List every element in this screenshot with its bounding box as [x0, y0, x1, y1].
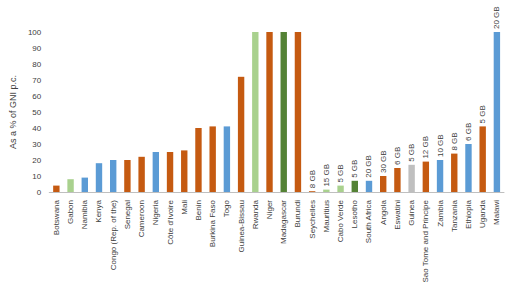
svg-text:Burundi: Burundi: [293, 200, 302, 228]
svg-text:Zambia: Zambia: [436, 199, 445, 226]
svg-text:20 GB: 20 GB: [492, 6, 501, 29]
svg-text:Cabo Verde: Cabo Verde: [336, 199, 345, 242]
svg-text:Senegal: Senegal: [123, 200, 132, 230]
svg-text:5 GB: 5 GB: [350, 160, 359, 178]
svg-text:Angola: Angola: [379, 199, 388, 224]
svg-text:Seychelles: Seychelles: [308, 200, 317, 239]
svg-text:Mali: Mali: [180, 200, 189, 215]
svg-text:Uganda: Uganda: [478, 199, 487, 228]
svg-text:Côte d'Ivoire: Côte d'Ivoire: [166, 199, 175, 244]
svg-text:Madagascar: Madagascar: [279, 200, 288, 244]
svg-text:60: 60: [32, 92, 41, 101]
svg-text:10: 10: [32, 172, 41, 181]
svg-text:South Africa: South Africa: [364, 199, 373, 243]
svg-text:Kenya: Kenya: [94, 199, 103, 222]
svg-text:Nigeria: Nigeria: [151, 199, 160, 225]
svg-text:Benin: Benin: [194, 200, 203, 220]
svg-text:40: 40: [32, 124, 41, 133]
svg-text:Togo: Togo: [222, 199, 231, 217]
svg-text:As a % of GNI p.c.: As a % of GNI p.c.: [8, 75, 18, 149]
svg-text:0: 0: [37, 188, 42, 197]
svg-text:12 GB: 12 GB: [421, 136, 430, 159]
svg-text:Malawi: Malawi: [492, 200, 501, 225]
svg-text:Lesotho: Lesotho: [350, 199, 359, 228]
svg-text:Burkina Faso: Burkina Faso: [208, 199, 217, 247]
svg-text:Namibia: Namibia: [80, 199, 89, 229]
svg-text:30: 30: [32, 140, 41, 149]
svg-text:15 GB: 15 GB: [322, 164, 331, 187]
svg-text:Rwanda: Rwanda: [251, 199, 260, 229]
svg-text:20: 20: [32, 156, 41, 165]
svg-text:Guinea: Guinea: [407, 199, 416, 225]
svg-text:30 GB: 30 GB: [379, 150, 388, 173]
svg-text:5 GB: 5 GB: [336, 164, 345, 182]
svg-text:8 GB: 8 GB: [308, 170, 317, 188]
svg-text:20 GB: 20 GB: [364, 155, 373, 178]
svg-text:Botswana: Botswana: [52, 199, 61, 235]
svg-text:Niger: Niger: [265, 200, 274, 219]
svg-text:80: 80: [32, 60, 41, 69]
svg-text:90: 90: [32, 44, 41, 53]
svg-text:Cameroon: Cameroon: [137, 200, 146, 237]
svg-text:6 GB: 6 GB: [393, 147, 402, 165]
svg-text:Sao Tome and Principe: Sao Tome and Principe: [421, 199, 430, 282]
svg-text:50: 50: [32, 108, 41, 117]
svg-text:Congo (Rep. of the): Congo (Rep. of the): [109, 200, 118, 271]
svg-text:100: 100: [28, 28, 42, 37]
svg-text:Gabon: Gabon: [66, 200, 75, 224]
svg-text:8 GB: 8 GB: [450, 132, 459, 150]
svg-text:Eswatini: Eswatini: [393, 200, 402, 230]
svg-text:6 GB: 6 GB: [464, 123, 473, 141]
svg-text:70: 70: [32, 76, 41, 85]
svg-text:Mauritius: Mauritius: [322, 200, 331, 232]
svg-text:10 GB: 10 GB: [436, 134, 445, 157]
svg-text:Tanzania: Tanzania: [450, 199, 459, 232]
svg-text:Ethiopia: Ethiopia: [464, 199, 473, 228]
svg-text:5 GB: 5 GB: [478, 105, 487, 123]
svg-text:5 GB: 5 GB: [407, 144, 416, 162]
svg-text:Guinea-Bissau: Guinea-Bissau: [237, 200, 246, 252]
